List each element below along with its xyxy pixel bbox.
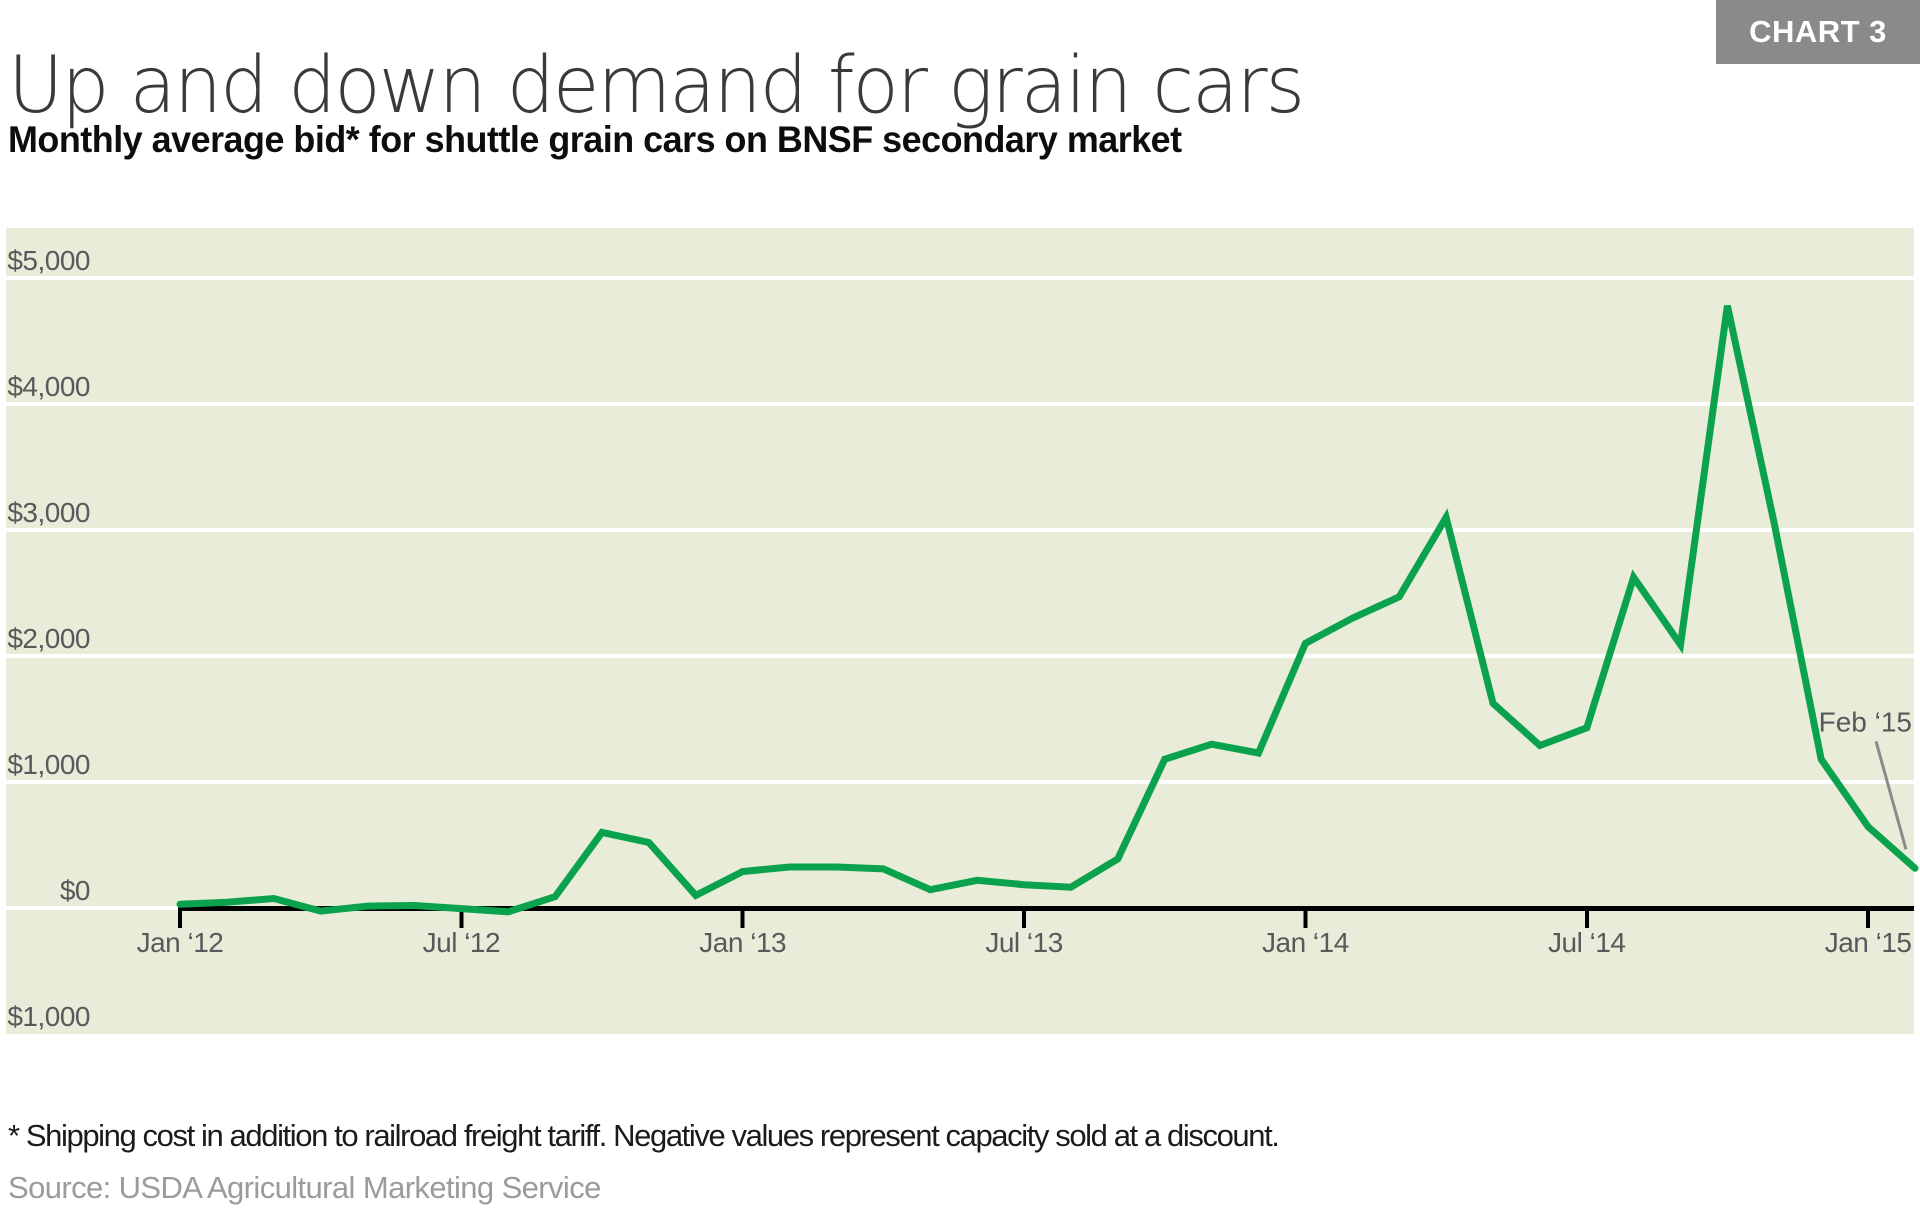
x-axis-tick xyxy=(1866,908,1871,928)
x-axis-line xyxy=(178,906,1914,911)
y-axis-label: $1,000 xyxy=(7,749,90,780)
x-axis-tick xyxy=(178,908,182,928)
source-attribution: Source: USDA Agricultural Marketing Serv… xyxy=(8,1170,601,1205)
gridline xyxy=(6,276,1914,280)
gridline xyxy=(6,780,1914,784)
x-axis-label: Jul ‘13 xyxy=(985,927,1062,958)
x-axis-tick xyxy=(459,908,464,928)
plot-background xyxy=(6,228,1914,1034)
chart-canvas: $5,000 $4,000 $3,000 $2,000 $1,000 $0 $1,000 Ja… xyxy=(6,228,1919,1034)
x-axis-label: Jan ‘13 xyxy=(699,927,786,958)
x-axis-tick xyxy=(1584,908,1589,928)
chart-number-badge: CHART 3 xyxy=(1716,0,1920,64)
gridline xyxy=(6,654,1914,658)
page-subtitle: Monthly average bid* for shuttle grain c… xyxy=(8,118,1182,160)
gridline xyxy=(6,528,1914,532)
chart-area: $5,000 $4,000 $3,000 $2,000 $1,000 $0 $1,000 Ja… xyxy=(6,228,1919,1034)
y-axis-label: $5,000 xyxy=(7,245,90,276)
x-axis-tick xyxy=(740,908,745,928)
y-axis-label: $2,000 xyxy=(7,623,90,654)
x-axis-tick xyxy=(1022,908,1027,928)
data-line xyxy=(176,304,1919,916)
x-axis-label: Jan ‘12 xyxy=(137,927,224,958)
y-axis-label: $3,000 xyxy=(7,497,90,528)
annotation-line xyxy=(1874,740,1908,850)
page-title: Up and down demand for grain cars xyxy=(8,41,1305,132)
footnote: * Shipping cost in addition to railroad … xyxy=(8,1118,1280,1153)
x-axis-label: Jul ‘14 xyxy=(1548,927,1625,958)
y-axis-label: $0 xyxy=(60,875,90,906)
x-axis-tick xyxy=(1303,908,1308,928)
y-axis-label: $1,000 xyxy=(7,1001,90,1032)
gridline xyxy=(6,402,1914,406)
x-axis-label: Jul ‘12 xyxy=(423,927,500,958)
x-axis-label: Jan ‘14 xyxy=(1262,927,1349,958)
annotation-label: Feb ‘15 xyxy=(1819,706,1912,737)
y-axis-label: $4,000 xyxy=(7,371,90,402)
x-axis-label: Jan ‘15 xyxy=(1825,927,1912,958)
